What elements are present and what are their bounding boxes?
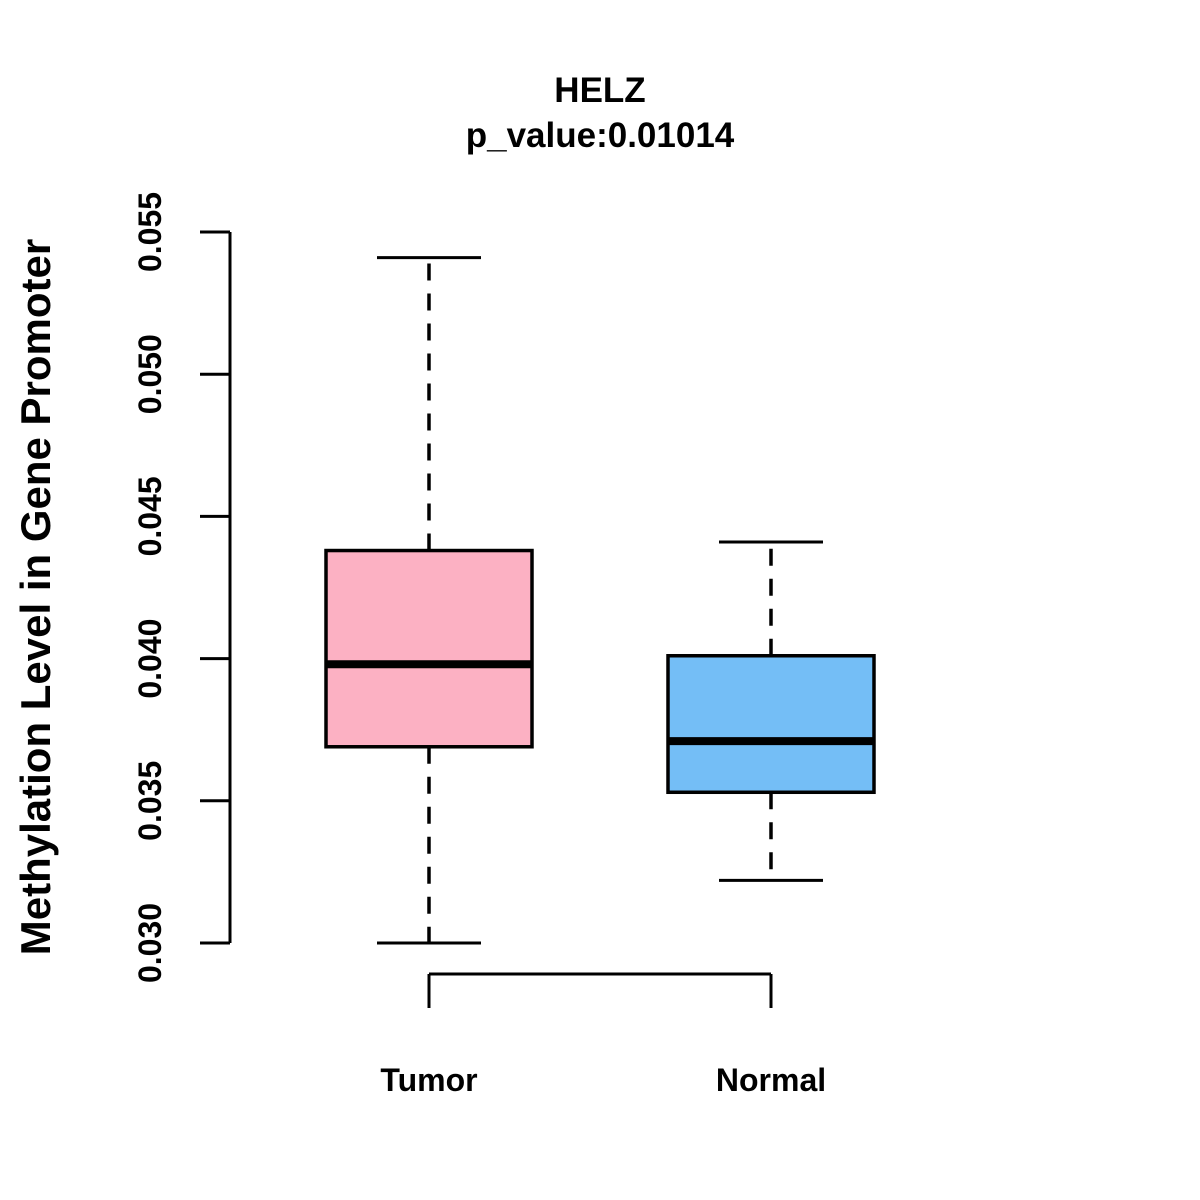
x-axis-label-normal: Normal [715,1062,827,1098]
chart-title: HELZ [554,71,646,110]
box-tumor [324,548,534,749]
x-axis-label-tumor: Tumor [380,1062,478,1098]
y-axis-tick-label: 0.030 [132,903,168,983]
box-normal [666,654,876,795]
y-axis-tick-label: 0.055 [132,192,168,272]
chart-subtitle-pvalue: p_value:0.01014 [465,116,735,155]
y-axis-tick-label: 0.045 [132,476,168,556]
y-axis-tick-label: 0.050 [132,334,168,414]
y-axis-tick-label: 0.040 [132,619,168,699]
y-axis-tick-label: 0.035 [132,761,168,841]
